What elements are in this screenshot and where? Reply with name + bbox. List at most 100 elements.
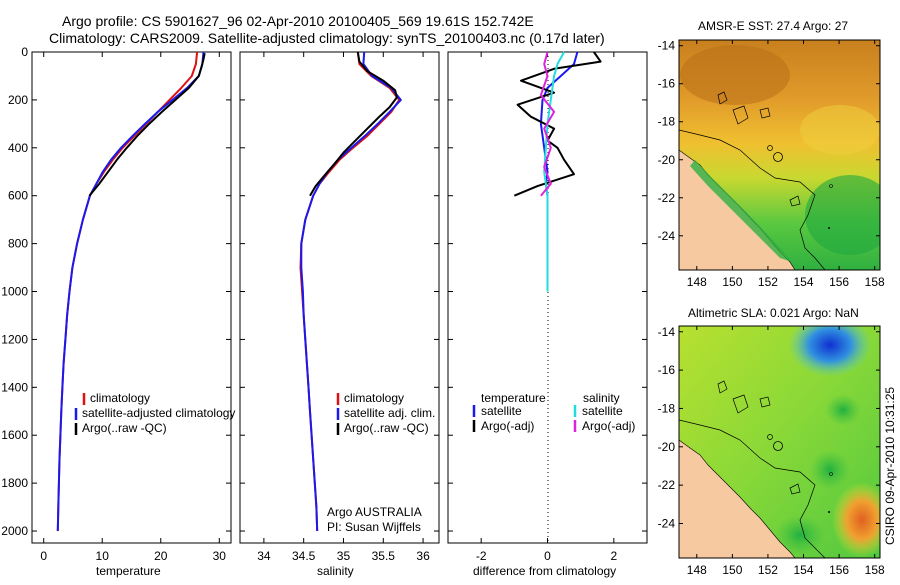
- sla-small-circle: [767, 434, 773, 440]
- sst-island: [829, 184, 833, 188]
- sst-shelf-contour: [679, 129, 826, 270]
- x-tick-label: 34: [257, 549, 271, 563]
- map-y-tick-label: -20: [658, 153, 676, 167]
- map-y-tick-label: -14: [658, 325, 676, 339]
- sla-map-frame: [678, 325, 881, 559]
- sla-green-eddy-1: [825, 394, 861, 426]
- map-x-tick-label: 148: [687, 275, 707, 289]
- sst-yellow-patch: [800, 105, 880, 155]
- x-tick-label: 30: [213, 549, 227, 563]
- temperature-panel-frame: [31, 51, 232, 544]
- map-x-tick-label: 154: [793, 275, 813, 289]
- x-tick-label: 36: [416, 549, 430, 563]
- series-line-argo-raw-qc-: [309, 51, 398, 197]
- sst-cool-patch: [805, 175, 880, 255]
- figure-title-line1: Argo profile: CS 5901627_96 02-Apr-2010 …: [62, 13, 534, 29]
- x-tick-label: 35.5: [372, 549, 396, 563]
- credit-stamp: CSIRO 09-Apr-2010 10:31:25: [883, 387, 897, 545]
- map-x-tick-label: 156: [829, 563, 849, 577]
- map-y-tick-label: -24: [658, 229, 676, 243]
- sst-coastal-green: [690, 160, 792, 262]
- map-y-tick-label: -14: [658, 39, 676, 53]
- y-tick-label: 0: [21, 45, 28, 59]
- sla-land: [679, 439, 796, 558]
- x-tick-label: -2: [476, 549, 487, 563]
- map-x-tick-label: 156: [829, 275, 849, 289]
- sst-map: [679, 40, 880, 270]
- sla-low-anomaly: [788, 326, 872, 377]
- legend-label-satellite: satellite-adjusted climatology: [82, 406, 235, 420]
- series-line-satellite-adjusted-climatology: [56, 51, 205, 532]
- legend-label-argo: Argo(..raw -QC): [344, 421, 429, 435]
- x-tick-label: 20: [154, 549, 168, 563]
- argo-position-marker: [773, 441, 783, 451]
- argo-pi: PI: Susan Wijffels: [327, 520, 421, 534]
- salinity-axis-label: salinity: [317, 564, 354, 578]
- difference-legend: temperature salinity satellite Argo(-adj…: [472, 391, 635, 433]
- series-line-salinity-argo-adj-: [539, 51, 556, 197]
- map-x-tick-label: 152: [758, 563, 778, 577]
- x-tick-label: 0: [40, 549, 47, 563]
- series-line-temperature-argo-adj-: [513, 51, 602, 197]
- temperature-series: [56, 51, 206, 532]
- legend-label-argo: Argo(..raw -QC): [82, 421, 167, 435]
- y-tick-label: 1400: [1, 380, 28, 394]
- temperature-axis-label: temperature: [96, 564, 161, 578]
- salinity-panel-frame: [239, 51, 440, 544]
- map-x-tick-label: 148: [687, 563, 707, 577]
- legend-header-salinity: salinity: [583, 391, 620, 405]
- salinity-x-axis: 34 34.5 35 35.5 36: [257, 52, 430, 563]
- legend-label-sal-satellite: satellite: [582, 404, 623, 418]
- map-y-tick-label: -24: [658, 516, 676, 530]
- sla-map-axes: 148 150 152 154 156 158 -14 -16 -18 -20 -22 -24: [658, 325, 885, 577]
- x-tick-label: 2: [610, 549, 617, 563]
- map-y-tick-label: -18: [658, 401, 676, 415]
- salinity-series: [299, 51, 402, 532]
- series-line-argo-raw-qc-: [88, 53, 206, 197]
- map-y-tick-label: -20: [658, 440, 676, 454]
- sla-map: [679, 326, 880, 558]
- sst-small-circle: [767, 145, 773, 151]
- map-y-tick-label: -16: [658, 77, 676, 91]
- argo-position-marker: [773, 152, 783, 162]
- legend-label-climatology: climatology: [344, 391, 404, 405]
- y-tick-label: 2000: [1, 524, 28, 538]
- y-tick-label: 600: [8, 189, 28, 203]
- map-y-tick-label: -18: [658, 115, 676, 129]
- sla-map-title: Altimetric SLA: 0.021 Argo: NaN: [688, 306, 859, 320]
- sla-island: [829, 472, 833, 476]
- map-x-tick-label: 158: [865, 275, 885, 289]
- x-tick-label: 0: [544, 549, 551, 563]
- sla-green-eddy-3: [775, 515, 825, 555]
- depth-axis: 0 200 400 600 800 1000 1200 1400 1600 1800 2000: [1, 45, 647, 538]
- map-x-tick-label: 150: [722, 563, 742, 577]
- argo-country: Argo AUSTRALIA: [327, 505, 422, 519]
- y-tick-label: 1600: [1, 428, 28, 442]
- legend-label-temp-satellite: satellite: [481, 404, 522, 418]
- map-y-tick-label: -16: [658, 363, 676, 377]
- sla-dot: [828, 511, 830, 513]
- y-tick-label: 800: [8, 237, 28, 251]
- map-x-tick-label: 154: [793, 563, 813, 577]
- legend-label-climatology: climatology: [90, 391, 150, 405]
- legend-label-satellite: satellite adj. clim.: [344, 406, 435, 420]
- y-tick-label: 1800: [1, 476, 28, 490]
- figure-title-line2: Climatology: CARS2009. Satellite-adjuste…: [49, 30, 605, 46]
- series-line-salinity-satellite: [543, 51, 565, 292]
- sla-shelf-contour: [679, 419, 826, 558]
- sst-reef-2: [789, 195, 801, 207]
- sla-high-anomaly: [832, 482, 880, 558]
- legend-label-sal-argo: Argo(-adj): [582, 419, 635, 433]
- map-x-tick-label: 152: [758, 275, 778, 289]
- sla-reef-1: [717, 380, 771, 414]
- y-tick-label: 200: [8, 93, 28, 107]
- sst-reef-1: [717, 91, 771, 125]
- difference-axis-label: difference from climatology: [473, 564, 616, 578]
- x-tick-label: 35: [337, 549, 351, 563]
- y-tick-label: 400: [8, 141, 28, 155]
- sst-dot: [828, 227, 830, 229]
- temperature-legend: climatology satellite-adjusted climatolo…: [74, 391, 235, 435]
- map-x-tick-label: 150: [722, 275, 742, 289]
- map-y-tick-label: -22: [658, 191, 676, 205]
